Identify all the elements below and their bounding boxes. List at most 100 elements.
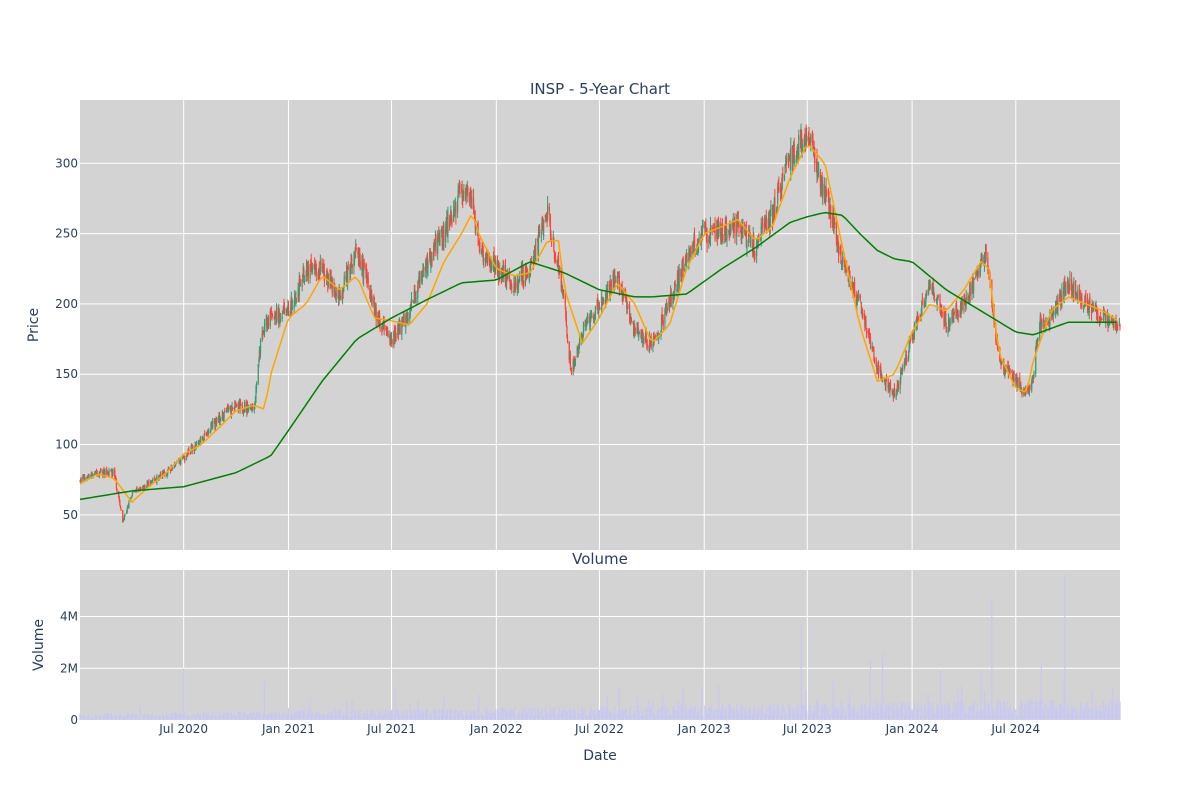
candle-body — [734, 219, 736, 238]
candle-body — [662, 319, 664, 325]
candle-body — [884, 380, 886, 382]
volume-bar — [1035, 700, 1037, 720]
candle-body — [925, 293, 927, 305]
volume-bar — [1027, 702, 1029, 720]
candle-body — [825, 186, 827, 196]
volume-bar — [453, 710, 455, 720]
candle-body — [721, 226, 724, 234]
candle-body — [1027, 387, 1029, 392]
volume-bar — [547, 714, 549, 720]
candle-body — [660, 315, 663, 332]
candle-body — [197, 441, 200, 444]
candle-body — [267, 321, 270, 326]
candle-body — [488, 254, 491, 261]
candle-body — [900, 370, 902, 375]
candle-body — [369, 285, 371, 299]
volume-bar — [1039, 699, 1041, 720]
candle-body — [442, 244, 444, 250]
candle-body — [1100, 317, 1102, 319]
candle-body — [158, 476, 160, 479]
price-y-ticks: 50 100 150 200 250 300 — [55, 156, 78, 522]
price-y-tick-label: 50 — [63, 508, 78, 522]
volume-bar — [415, 711, 417, 720]
volume-bar — [422, 710, 425, 720]
candle-body — [479, 242, 481, 253]
candle-body — [1078, 289, 1081, 298]
volume-bar — [311, 712, 313, 720]
volume-bar — [1047, 706, 1049, 720]
candle-body — [519, 275, 521, 278]
candle-body — [375, 307, 377, 321]
candle-body — [450, 211, 452, 218]
candle-body — [255, 386, 257, 399]
candle-body — [666, 306, 668, 312]
candle-body — [816, 157, 818, 176]
candle-body — [861, 312, 864, 315]
candle-body — [111, 469, 113, 476]
volume-bar — [475, 717, 477, 720]
candle-body — [1118, 322, 1121, 324]
candle-body — [530, 263, 532, 265]
candle-body — [1016, 377, 1018, 388]
candle-body — [758, 237, 760, 240]
volume-bar — [851, 709, 853, 720]
volume-bar — [1017, 715, 1019, 720]
volume-bar — [100, 717, 102, 720]
volume-bar — [79, 713, 81, 720]
candle-body — [664, 310, 666, 324]
volume-bar — [794, 708, 796, 720]
candle-body — [786, 158, 788, 162]
candle-body — [812, 151, 815, 153]
candle-body — [144, 484, 146, 489]
candle-body — [646, 340, 648, 344]
volume-bar — [1043, 702, 1045, 720]
volume-bar — [329, 713, 331, 720]
candle-body — [203, 433, 205, 440]
volume-bar — [183, 668, 185, 720]
volume-chart-title: Volume — [572, 550, 628, 568]
candle-body — [979, 269, 981, 274]
volume-bar — [877, 703, 880, 720]
candle-body — [840, 246, 842, 264]
volume-bar — [1001, 709, 1003, 720]
candle-body — [365, 264, 367, 272]
volume-bar — [211, 711, 213, 720]
candle-body — [939, 294, 941, 309]
candle-body — [689, 251, 691, 256]
volume-bar — [467, 713, 469, 720]
volume-bar — [566, 712, 569, 720]
volume-bar — [646, 706, 648, 720]
candle-body — [427, 261, 429, 270]
candle-body — [417, 284, 419, 285]
candle-body — [196, 443, 198, 444]
candle-body — [983, 257, 986, 266]
candle-body — [753, 236, 755, 252]
candle-body — [83, 476, 86, 480]
volume-bar — [208, 713, 210, 720]
volume-bar — [758, 707, 760, 720]
candle-body — [355, 246, 357, 253]
volume-bar — [487, 710, 489, 720]
volume-bar — [383, 713, 385, 720]
volume-bar — [905, 707, 908, 720]
volume-bar — [403, 711, 405, 720]
candle-body — [518, 277, 520, 281]
volume-bar — [290, 714, 292, 720]
candle-body — [1049, 312, 1051, 327]
candle-body — [301, 279, 303, 288]
volume-bar — [523, 707, 525, 720]
candle-body — [761, 226, 763, 229]
volume-bar — [961, 685, 963, 720]
candle-body — [283, 304, 285, 309]
candle-body — [430, 260, 432, 266]
volume-bar — [339, 710, 341, 720]
candle-body — [462, 197, 464, 201]
volume-bar — [160, 717, 162, 720]
x-tick-label: Jan 2023 — [677, 722, 731, 736]
candle-body — [119, 505, 122, 508]
candle-body — [1086, 299, 1089, 313]
candle-body — [218, 414, 221, 422]
candle-body — [183, 456, 185, 458]
volume-bar — [654, 715, 656, 720]
